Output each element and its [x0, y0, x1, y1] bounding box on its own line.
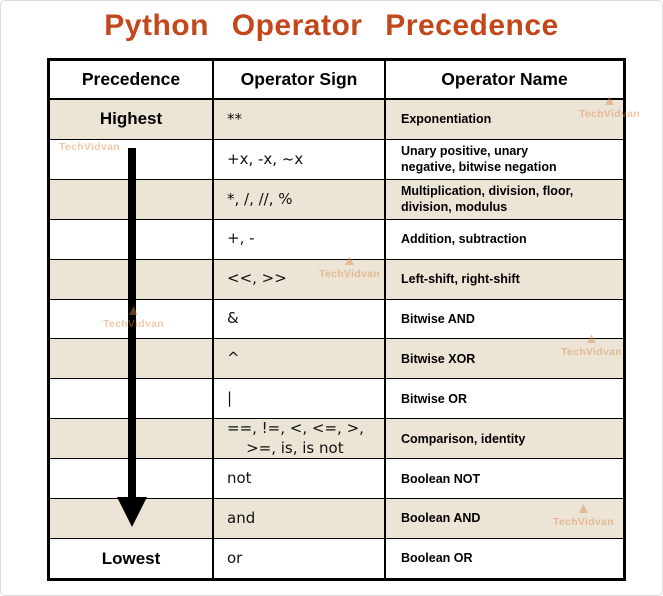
operator-sign-cell: <<, >> — [214, 259, 386, 299]
precedence-cell — [50, 459, 214, 499]
table-row: | Bitwise OR — [50, 379, 623, 420]
precedence-cell — [50, 259, 214, 299]
operator-sign-cell: and — [214, 499, 386, 539]
operator-name-cell: Exponentiation — [401, 112, 492, 127]
operator-name-cell: Bitwise AND — [401, 311, 475, 326]
table-row: ==, !=, <, <=, >, >=, is, is not Comparis… — [50, 419, 623, 460]
operator-sign-cell: | — [214, 379, 386, 419]
operator-sign-cell: ** — [214, 100, 386, 139]
operator-name-cell: Boolean OR — [401, 551, 473, 566]
header-operator-name: Operator Name — [441, 69, 568, 89]
operator-name-cell: Unary positive, unary negative, bitwise … — [401, 144, 557, 175]
precedence-table: Precedence Operator Sign Operator Name H… — [47, 58, 626, 581]
precedence-cell: Highest — [50, 100, 214, 139]
table-header-row: Precedence Operator Sign Operator Name — [50, 61, 623, 100]
table-row: <<, >> Left-shift, right-shift — [50, 259, 623, 300]
operator-sign-cell: +x, -x, ~x — [214, 139, 386, 179]
precedence-cell — [50, 299, 214, 339]
header-operator-sign: Operator Sign — [214, 61, 386, 98]
precedence-cell — [50, 499, 214, 539]
operator-name-cell: Multiplication, division, floor, divisio… — [401, 184, 574, 215]
operator-sign-cell: & — [214, 299, 386, 339]
precedence-cell — [50, 139, 214, 179]
operator-sign-cell: not — [214, 459, 386, 499]
operator-name-cell: Bitwise OR — [401, 391, 467, 406]
header-precedence: Precedence — [50, 61, 214, 98]
operator-sign-cell: ==, !=, <, <=, >, >=, is, is not — [214, 419, 386, 459]
operator-sign-cell: or — [214, 539, 386, 578]
operator-sign-cell: *, /, //, % — [214, 179, 386, 219]
table-row: +x, -x, ~x Unary positive, unary negative… — [50, 139, 623, 180]
operator-sign-cell: +, - — [214, 219, 386, 259]
operator-name-cell: Addition, subtraction — [401, 232, 527, 247]
operator-sign-cell: ^ — [214, 339, 386, 379]
operator-name-cell: Bitwise XOR — [401, 351, 476, 366]
operator-name-cell: Boolean AND — [401, 511, 481, 526]
table-row: ^ Bitwise XOR — [50, 339, 623, 380]
table-row: +, - Addition, subtraction — [50, 219, 623, 260]
table-row: & Bitwise AND — [50, 299, 623, 340]
table-body: Highest ** Exponentiation +x, -x, ~x Unary p… — [50, 100, 623, 578]
table-row: and Boolean AND — [50, 499, 623, 540]
table-row: Highest ** Exponentiation — [50, 100, 623, 140]
precedence-cell — [50, 419, 214, 459]
page-title: Python Operator Precedence — [104, 9, 559, 42]
operator-name-cell: Comparison, identity — [401, 431, 526, 446]
table-row: Lowest or Boolean OR — [50, 539, 623, 578]
precedence-cell — [50, 339, 214, 379]
precedence-cell — [50, 379, 214, 419]
precedence-cell — [50, 219, 214, 259]
operator-name-cell: Boolean NOT — [401, 471, 481, 486]
table-row: *, /, //, % Multiplication, division, flo… — [50, 179, 623, 220]
table-row: not Boolean NOT — [50, 459, 623, 500]
operator-name-cell: Left-shift, right-shift — [401, 271, 520, 286]
precedence-cell: Lowest — [50, 539, 214, 578]
precedence-cell — [50, 179, 214, 219]
